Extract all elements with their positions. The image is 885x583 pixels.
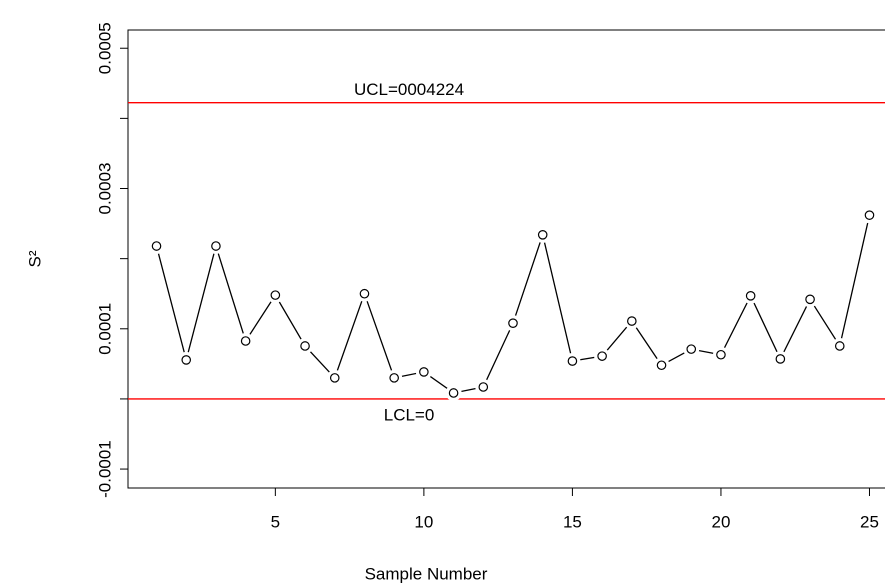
data-point-marker [656, 360, 667, 371]
x-axis-label: Sample Number [365, 564, 488, 583]
y-tick-label: -0.0001 [95, 440, 114, 498]
plot-frame [127, 29, 885, 489]
data-point-marker [478, 382, 489, 392]
data-point-marker [597, 351, 607, 361]
data-point-marker [181, 355, 192, 365]
data-point-marker [627, 316, 637, 326]
data-point-marker [745, 291, 756, 301]
data-point-marker [508, 318, 518, 328]
control-limit-label: UCL=0004224 [354, 80, 464, 99]
x-tick-label: 20 [711, 512, 730, 531]
data-point-marker [151, 241, 162, 251]
control-limit-label: LCL=0 [384, 405, 435, 424]
data-point-marker [567, 356, 578, 366]
data-point-marker [775, 354, 786, 364]
data-point-marker [834, 341, 845, 351]
data-point-marker [211, 241, 221, 251]
x-tick-label: 15 [563, 512, 582, 531]
series-line [155, 215, 871, 394]
x-tick-label: 25 [860, 512, 879, 531]
y-tick-label: 0.0005 [95, 22, 114, 74]
x-tick-label: 5 [271, 512, 280, 531]
data-point-marker [300, 341, 310, 351]
x-tick-label: 10 [414, 512, 433, 531]
data-point-marker [270, 290, 281, 300]
y-tick-label: 0.0001 [95, 303, 114, 355]
data-point-marker [864, 210, 875, 220]
data-point-marker [389, 373, 399, 383]
data-point-marker [240, 336, 251, 346]
data-point-marker [716, 349, 726, 360]
data-point-marker [686, 344, 697, 354]
data-point-marker [329, 373, 340, 383]
data-point-marker [448, 388, 459, 398]
data-point-marker [359, 288, 370, 299]
y-axis-label: S² [25, 250, 44, 267]
y-tick-label: 0.0003 [95, 163, 114, 215]
data-point-marker [805, 294, 815, 305]
data-point-marker [537, 230, 548, 240]
data-point-marker [419, 367, 429, 377]
